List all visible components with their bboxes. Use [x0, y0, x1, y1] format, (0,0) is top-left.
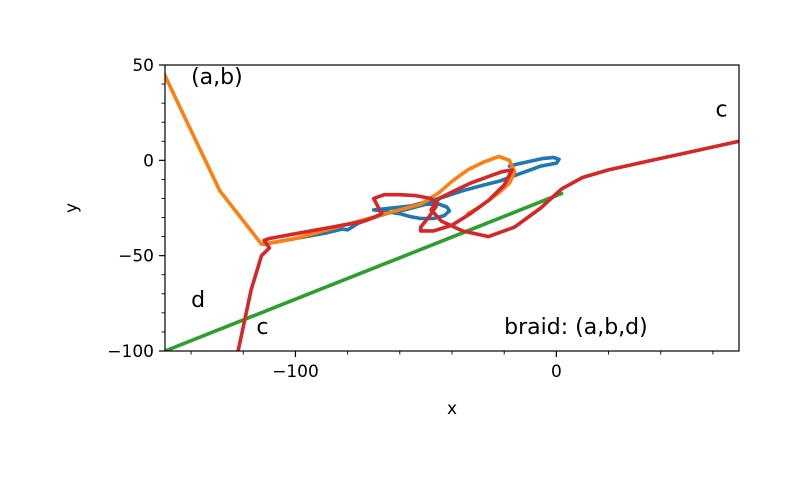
y-tick-label: −100: [107, 342, 154, 362]
y-tick-label: 0: [143, 151, 154, 171]
y-tick-label: 50: [132, 56, 154, 76]
series-layer: [165, 71, 739, 351]
y-tick-label: −50: [118, 247, 154, 267]
annotation: c: [256, 315, 268, 340]
x-axis-label: x: [447, 399, 457, 419]
annotation: braid: (a,b,d): [504, 315, 648, 340]
annotation: c: [716, 97, 728, 122]
x-tick-label: −100: [272, 362, 319, 382]
series-line-3: [236, 139, 739, 351]
annotation: (a,b): [191, 65, 243, 90]
series-line-2: [165, 71, 517, 246]
y-axis: 50 0 −50 −100: [107, 56, 165, 362]
x-tick-label: 0: [551, 362, 562, 382]
annotations: (a,b) c d c braid: (a,b,d): [191, 65, 728, 340]
plot-frame: [164, 64, 740, 352]
series-line-0: [165, 191, 564, 351]
y-axis-label: y: [62, 203, 82, 213]
annotation: d: [191, 288, 205, 313]
x-axis: −100 0: [190, 351, 714, 382]
